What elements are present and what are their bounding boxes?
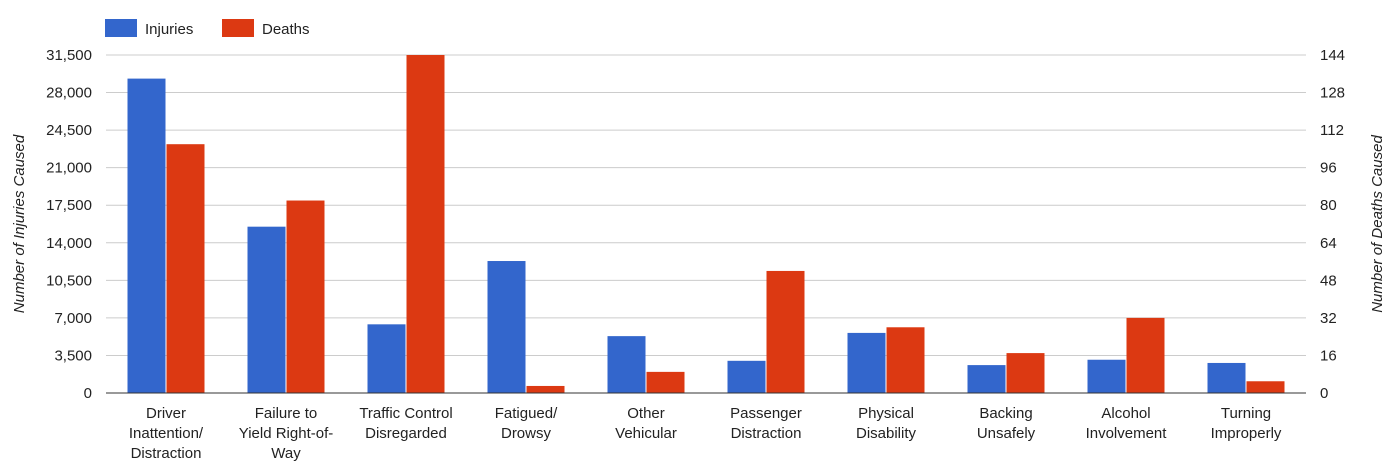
bar-injuries[interactable] [367,324,406,393]
left-tick-label: 24,500 [46,122,92,139]
bar-deaths[interactable] [1246,381,1285,393]
bar-injuries[interactable] [247,226,286,393]
category-label: Vehicular [615,425,677,442]
category-label: Turning [1221,405,1271,422]
category-label: Fatigued/ [495,405,558,422]
bar-injuries[interactable] [847,332,886,393]
bar-injuries[interactable] [127,78,166,393]
category-label: Driver [146,405,186,422]
legend-label: Injuries [145,21,193,38]
bar-deaths[interactable] [526,385,565,393]
category-label: Drowsy [501,425,552,442]
bar-injuries[interactable] [967,365,1006,393]
category-label: Disability [856,425,917,442]
left-tick-label: 21,000 [46,160,92,177]
left-tick-label: 7,000 [54,310,92,327]
left-tick-label: 0 [84,385,92,402]
bar-deaths[interactable] [1126,317,1165,393]
right-tick-label: 80 [1320,197,1337,214]
bar-deaths[interactable] [1006,353,1045,393]
right-tick-label: 48 [1320,272,1337,289]
category-label: Improperly [1211,425,1282,442]
category-label: Failure to [255,405,318,422]
legend-swatch [222,19,254,37]
bar-injuries[interactable] [607,336,646,393]
right-tick-label: 16 [1320,347,1337,364]
bar-injuries[interactable] [727,360,766,393]
bar-deaths[interactable] [886,327,925,393]
left-tick-label: 31,500 [46,47,92,64]
legend: Injuries Deaths [105,19,310,38]
right-tick-label: 64 [1320,235,1337,252]
bar-injuries[interactable] [487,261,526,393]
category-label: Inattention/ [129,425,204,442]
legend-label: Deaths [262,21,310,38]
right-tick-label: 0 [1320,385,1328,402]
category-labels: Driver Inattention/Distraction Failure to Y… [129,405,1282,462]
category-label: Traffic Control [359,405,452,422]
right-tick-label: 128 [1320,85,1345,102]
category-label: Other [627,405,665,422]
legend-swatch [105,19,137,37]
category-label: Physical [858,405,914,422]
category-label: Distraction [131,445,202,462]
right-tick-label: 112 [1320,122,1344,139]
bar-deaths[interactable] [286,200,325,393]
bars [127,55,1285,393]
bar-injuries[interactable] [1087,359,1126,393]
left-tick-label: 3,500 [54,347,92,364]
right-axis-ticks: 0 16 32 48 64 80 96 112 128 144 [1320,47,1345,402]
gridlines [106,54,1306,356]
right-tick-label: 32 [1320,310,1337,327]
category-label: Unsafely [977,425,1036,442]
category-label: Way [271,445,301,462]
bar-deaths[interactable] [646,371,685,393]
category-label: Passenger [730,405,802,422]
right-tick-label: 96 [1320,160,1337,177]
bar-deaths[interactable] [406,55,445,393]
category-label: Alcohol [1101,405,1150,422]
left-axis-ticks: 0 3,500 7,000 10,500 14,000 17,500 21,000 24,50… [46,47,92,402]
right-tick-label: 144 [1320,47,1345,64]
left-tick-label: 17,500 [46,197,92,214]
y-axis-title-right: Number of Deaths Caused [1369,135,1386,313]
bar-injuries[interactable] [1207,362,1246,393]
category-label: Yield Right-of- [239,425,333,442]
bar-deaths[interactable] [166,144,205,393]
category-label: Disregarded [365,425,447,442]
left-tick-label: 10,500 [46,272,92,289]
bar-deaths[interactable] [766,270,805,393]
category-label: Backing [979,405,1032,422]
category-label: Distraction [731,425,802,442]
y-axis-title-left: Number of Injuries Caused [11,134,28,313]
left-tick-label: 28,000 [46,85,92,102]
category-label: Involvement [1086,425,1168,442]
left-tick-label: 14,000 [46,235,92,252]
